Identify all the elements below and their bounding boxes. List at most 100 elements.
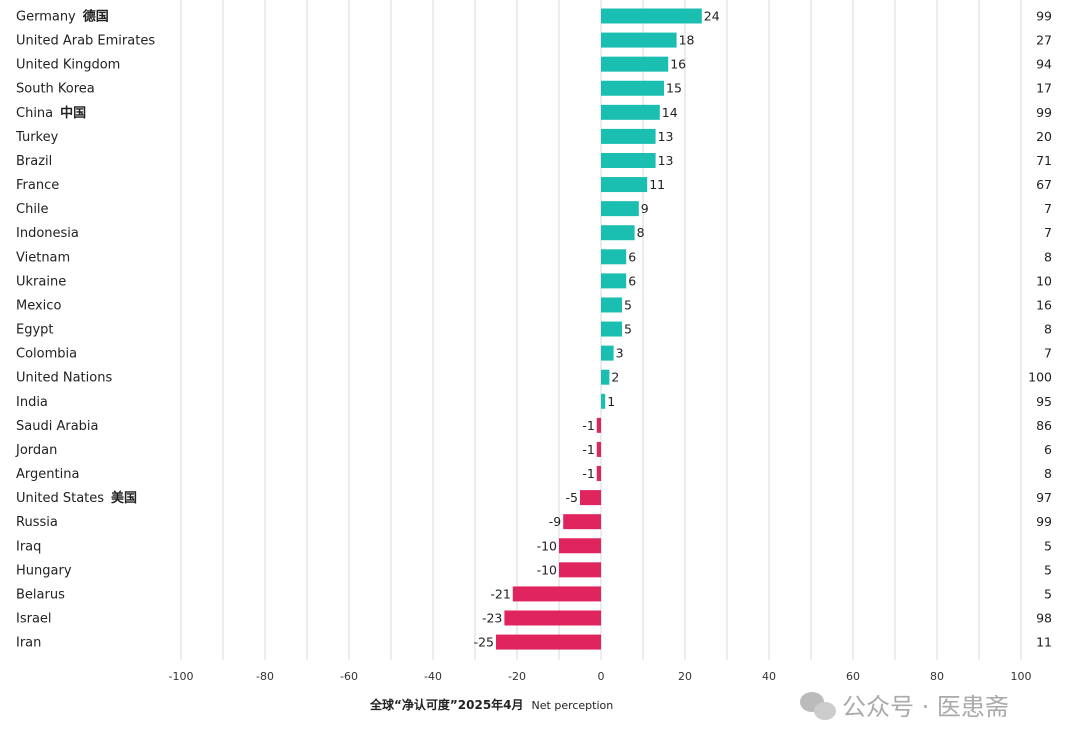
data-label: 8 [637,225,645,240]
category-label: Ukraine [16,274,66,289]
right-value: 10 [1036,273,1052,288]
category-label: Iraq [16,539,41,554]
category-label: Russia [16,515,58,530]
data-label: -1 [582,442,594,457]
x-tick-label: 0 [598,670,605,683]
x-tick-label: -100 [169,670,194,683]
category-label: Mexico [16,298,61,313]
category-label: France [16,178,59,193]
x-axis-label: 全球“净认可度”2025年4月 Net perception [370,698,614,712]
x-tick-label: 80 [930,670,944,683]
category-label: Germany [16,10,76,25]
data-label: 15 [666,81,682,96]
data-label: -1 [582,466,594,481]
bar [563,514,601,530]
bar [601,128,656,144]
data-label: -9 [549,514,562,529]
right-value: 6 [1044,442,1052,457]
category-label: China [16,106,53,121]
data-label: 13 [658,153,674,168]
right-value: 8 [1044,466,1052,481]
right-value: 95 [1036,394,1052,409]
x-tick-label: -40 [424,670,442,683]
bar [601,345,614,361]
data-label: -21 [490,586,510,601]
data-label: 6 [628,273,636,288]
right-value: 7 [1044,225,1052,240]
data-label: -10 [537,562,557,577]
category-label: Vietnam [16,250,70,265]
data-label: 18 [679,33,695,48]
data-label: 9 [641,201,649,216]
category-label: United Arab Emirates [16,34,155,49]
right-value: 27 [1036,33,1052,48]
bar [601,56,669,72]
bar [496,634,601,650]
bar [601,8,702,24]
data-label: 2 [611,370,619,385]
bar [601,249,627,265]
x-tick-label: 40 [762,670,776,683]
bar [559,562,601,578]
bar [601,225,635,241]
category-label: India [16,395,48,410]
right-value: 86 [1036,418,1052,433]
data-label: 13 [658,129,674,144]
bar [601,104,660,120]
category-label: Jordan [15,443,57,458]
bar [601,321,622,337]
category-label: Hungary [16,563,72,578]
x-tick-label: -80 [256,670,274,683]
data-label: 3 [616,346,624,361]
bar [601,177,648,193]
data-label: 14 [662,105,678,120]
bar [601,369,610,385]
data-label: -5 [566,490,578,505]
category-label: Israel [16,612,52,627]
bar [580,490,601,506]
category-label: Chile [16,202,49,217]
data-label: -1 [582,418,594,433]
right-value: 67 [1036,177,1052,192]
bar [601,152,656,168]
right-value: 71 [1036,153,1052,168]
x-tick-label: 60 [846,670,860,683]
right-value: 7 [1044,346,1052,361]
bar [596,441,601,457]
x-tick-label: 20 [678,670,692,683]
right-value: 7 [1044,201,1052,216]
bar [504,610,601,626]
category-annotation: 德国 [83,9,109,25]
right-value: 94 [1036,57,1052,72]
right-value: 100 [1028,370,1052,385]
category-label: United States [16,491,104,506]
data-label: 11 [649,177,665,192]
right-value: 98 [1036,611,1052,626]
bar [601,201,639,217]
right-value: 5 [1044,538,1052,553]
category-label: Iran [16,636,41,651]
category-label: Egypt [16,323,54,338]
category-label: United Nations [16,371,112,386]
bar [596,466,601,482]
category-label: Indonesia [16,226,79,241]
bar [601,80,664,96]
bar [601,393,606,409]
bar [601,297,622,313]
data-label: 1 [607,394,615,409]
category-label: Colombia [16,347,77,362]
data-label: -25 [474,635,494,650]
x-tick-label: -20 [508,670,526,683]
bar [601,32,677,48]
right-value: 20 [1036,129,1052,144]
right-value: 17 [1036,81,1052,96]
category-label: Turkey [15,130,59,145]
right-value: 8 [1044,249,1052,264]
category-label: Saudi Arabia [16,419,99,434]
data-label: 5 [624,322,632,337]
right-value: 99 [1036,514,1052,529]
right-value: 11 [1036,635,1052,650]
category-label: United Kingdom [16,58,120,73]
x-tick-label: 100 [1011,670,1032,683]
